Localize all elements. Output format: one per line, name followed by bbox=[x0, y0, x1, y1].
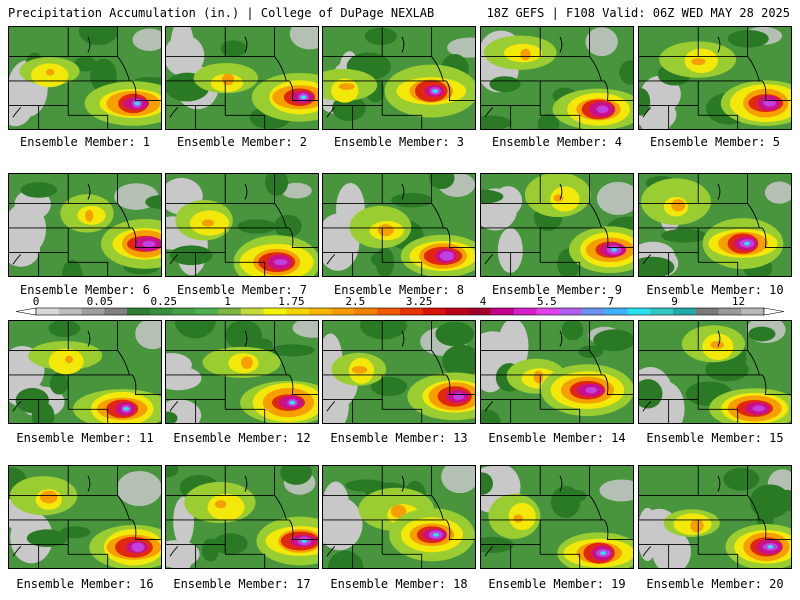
scale-swatch bbox=[513, 308, 537, 315]
ensemble-member-map-17 bbox=[165, 465, 319, 569]
scale-tick-label: 12 bbox=[731, 295, 746, 308]
ensemble-member-label: Ensemble Member: 10 bbox=[646, 283, 784, 297]
scale-swatch bbox=[673, 308, 697, 315]
scale-swatch bbox=[127, 308, 151, 315]
ensemble-member-map-14 bbox=[480, 320, 634, 424]
ensemble-member-label: Ensemble Member: 2 bbox=[176, 135, 308, 149]
scale-swatch bbox=[695, 308, 719, 315]
color-scale-bar bbox=[15, 307, 785, 316]
scale-tick-label: 9 bbox=[671, 295, 678, 308]
ensemble-member-label: Ensemble Member: 1 bbox=[19, 135, 151, 149]
scale-swatch bbox=[195, 308, 219, 315]
ensemble-member-label: Ensemble Member: 9 bbox=[491, 283, 623, 297]
scale-swatch bbox=[422, 308, 446, 315]
ensemble-member-label: Ensemble Member: 20 bbox=[646, 577, 784, 591]
ensemble-member-map-1 bbox=[8, 26, 162, 130]
ensemble-member-map-6 bbox=[8, 173, 162, 277]
scale-swatch bbox=[582, 308, 606, 315]
ensemble-member-map-19 bbox=[480, 465, 634, 569]
ensemble-member-label: Ensemble Member: 8 bbox=[333, 283, 465, 297]
scale-swatch bbox=[331, 308, 355, 315]
scale-tick-label: 5.5 bbox=[536, 295, 557, 308]
scale-tick-label: 0.05 bbox=[86, 295, 114, 308]
scale-tick-label: 2.5 bbox=[345, 295, 366, 308]
scale-swatch bbox=[559, 308, 583, 315]
ensemble-member-map-16 bbox=[8, 465, 162, 569]
ensemble-member-map-8 bbox=[322, 173, 476, 277]
scale-swatch bbox=[58, 308, 82, 315]
scale-swatch bbox=[604, 308, 628, 315]
scale-swatch bbox=[445, 308, 469, 315]
ensemble-member-label: Ensemble Member: 4 bbox=[491, 135, 623, 149]
ensemble-member-label: Ensemble Member: 5 bbox=[649, 135, 781, 149]
scale-swatch bbox=[309, 308, 333, 315]
ensemble-member-map-15 bbox=[638, 320, 792, 424]
scale-swatch bbox=[218, 308, 242, 315]
scale-swatch bbox=[650, 308, 674, 315]
ensemble-member-label: Ensemble Member: 17 bbox=[173, 577, 311, 591]
ensemble-member-map-11 bbox=[8, 320, 162, 424]
scale-swatch bbox=[104, 308, 128, 315]
ensemble-member-map-4 bbox=[480, 26, 634, 130]
valid-time: 18Z GEFS | F108 Valid: 06Z WED MAY 28 20… bbox=[486, 6, 790, 20]
scale-tick-label: 1 bbox=[224, 295, 231, 308]
ensemble-member-map-2 bbox=[165, 26, 319, 130]
ensemble-member-map-20 bbox=[638, 465, 792, 569]
scale-swatch bbox=[286, 308, 310, 315]
scale-swatch bbox=[741, 308, 765, 315]
ensemble-member-map-9 bbox=[480, 173, 634, 277]
ensemble-member-map-3 bbox=[322, 26, 476, 130]
ensemble-member-label: Ensemble Member: 15 bbox=[646, 431, 784, 445]
ensemble-member-label: Ensemble Member: 14 bbox=[488, 431, 626, 445]
scale-swatch bbox=[718, 308, 742, 315]
chart-title: Precipitation Accumulation (in.) | Colle… bbox=[8, 6, 435, 20]
ensemble-member-map-7 bbox=[165, 173, 319, 277]
scale-swatch bbox=[377, 308, 401, 315]
scale-tick-label: 3.25 bbox=[405, 295, 433, 308]
scale-swatch bbox=[491, 308, 515, 315]
ensemble-member-label: Ensemble Member: 7 bbox=[176, 283, 308, 297]
scale-right-arrow bbox=[763, 307, 785, 316]
ensemble-member-label: Ensemble Member: 6 bbox=[19, 283, 151, 297]
scale-tick-label: 0 bbox=[32, 295, 40, 308]
ensemble-member-label: Ensemble Member: 12 bbox=[173, 431, 311, 445]
scale-tick-label: 1.75 bbox=[278, 295, 305, 308]
scale-swatch bbox=[240, 308, 264, 315]
ensemble-member-label: Ensemble Member: 18 bbox=[330, 577, 468, 591]
ensemble-member-map-5 bbox=[638, 26, 792, 130]
ensemble-member-label: Ensemble Member: 13 bbox=[330, 431, 468, 445]
ensemble-member-label: Ensemble Member: 16 bbox=[16, 577, 154, 591]
ensemble-member-map-10 bbox=[638, 173, 792, 277]
scale-swatch bbox=[263, 308, 287, 315]
scale-swatch bbox=[354, 308, 378, 315]
scale-swatch bbox=[172, 308, 196, 315]
scale-tick-label: 4 bbox=[479, 295, 487, 308]
ensemble-member-label: Ensemble Member: 3 bbox=[333, 135, 465, 149]
scale-swatch bbox=[81, 308, 105, 315]
scale-tick-label: 0.25 bbox=[150, 295, 177, 308]
scale-swatch bbox=[627, 308, 651, 315]
ensemble-member-map-18 bbox=[322, 465, 476, 569]
scale-swatch bbox=[468, 308, 492, 315]
scale-swatch bbox=[36, 308, 60, 315]
ensemble-member-label: Ensemble Member: 19 bbox=[488, 577, 626, 591]
ensemble-member-map-12 bbox=[165, 320, 319, 424]
ensemble-member-label: Ensemble Member: 11 bbox=[16, 431, 154, 445]
scale-swatch bbox=[536, 308, 560, 315]
scale-swatch bbox=[149, 308, 173, 315]
scale-swatch bbox=[400, 308, 424, 315]
ensemble-member-map-13 bbox=[322, 320, 476, 424]
scale-left-arrow bbox=[15, 307, 37, 316]
scale-tick-label: 7 bbox=[607, 295, 615, 308]
